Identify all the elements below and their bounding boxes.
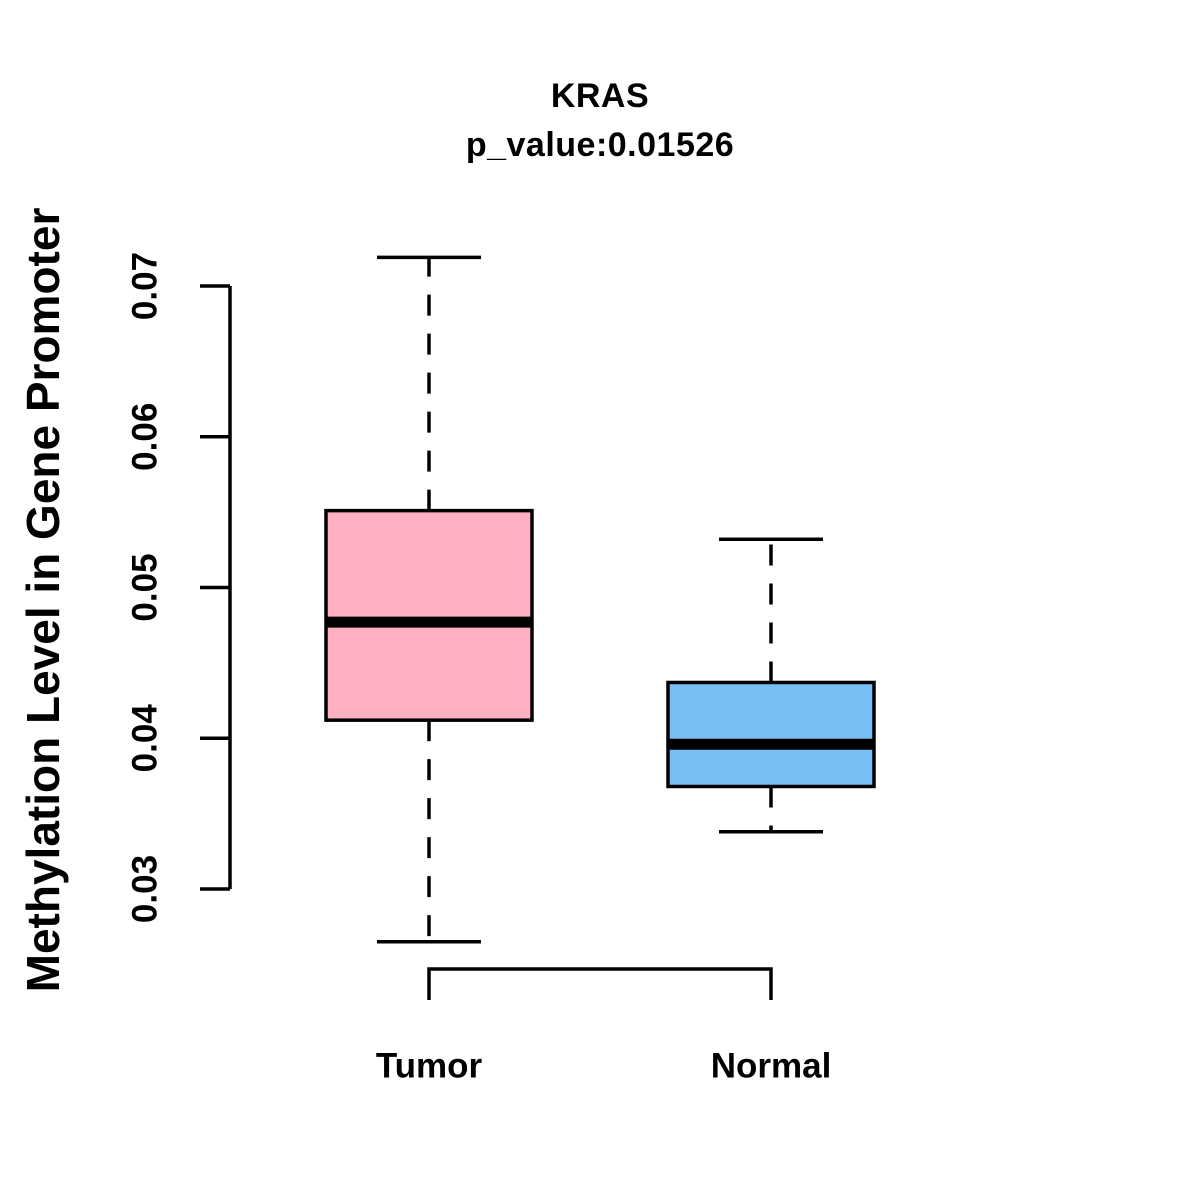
x-axis-label-normal: Normal: [711, 1047, 832, 1086]
x-axis-bracket: [427, 967, 773, 1000]
y-axis-tick-label: 0.05: [126, 553, 165, 621]
y-axis-tick-label: 0.03: [126, 855, 165, 923]
plot-title: KRAS: [550, 77, 650, 115]
plot-subtitle: p_value:0.01526: [465, 126, 735, 164]
y-axis-tick-label: 0.06: [126, 403, 165, 471]
x-axis-label-tumor: Tumor: [376, 1047, 483, 1086]
y-axis-tick-label: 0.07: [126, 252, 165, 320]
plot-title-block: KRAS p_value:0.01526: [0, 72, 1200, 170]
box-normal: [666, 680, 876, 789]
y-axis-tick-label: 0.04: [126, 704, 165, 773]
box-tumor: [324, 508, 534, 722]
